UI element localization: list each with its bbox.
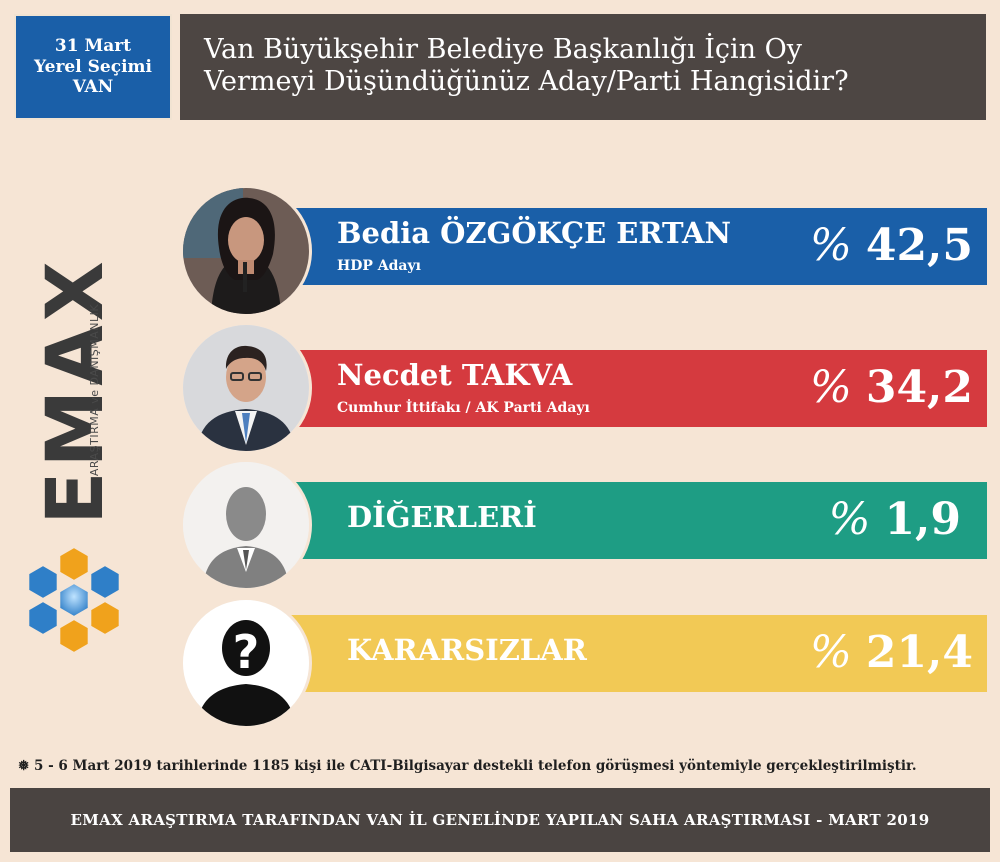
value-text: 42,5 [865, 220, 973, 271]
woman-photo-icon [180, 185, 312, 317]
hex-top-right [89, 563, 121, 601]
bar-label: KARARSIZLAR [347, 633, 587, 667]
hexagon-logo-icon [27, 545, 121, 655]
title-line-1: Van Büyükşehir Belediye Başkanlığı İçin … [204, 34, 803, 65]
election-badge: 31 Mart Yerel Seçimi VAN [14, 14, 172, 120]
data-label: % 1,9 [829, 494, 961, 545]
bar-label: DİĞERLERİ [347, 500, 537, 534]
value-text: 21,4 [865, 627, 973, 678]
silhouette-icon [180, 459, 312, 591]
data-label: % 21,4 [810, 627, 973, 678]
bar-2: Necdet TAKVA Cumhur İttifakı / AK Parti A… [255, 350, 987, 427]
hex-top-left [27, 563, 59, 601]
value-text: 1,9 [884, 494, 961, 545]
footer-text: EMAX ARAŞTIRMA TARAFINDAN VAN İL GENELİN… [70, 811, 930, 829]
percent-symbol: % [828, 494, 871, 545]
bar-subtitle: Cumhur İttifakı / AK Parti Adayı [337, 400, 590, 416]
page-title: Van Büyükşehir Belediye Başkanlığı İçin … [180, 14, 986, 120]
hex-bottom-left [27, 599, 59, 637]
bar-label: Bedia ÖZGÖKÇE ERTAN [337, 216, 732, 250]
question-silhouette-icon: ? [180, 597, 312, 729]
data-label: % 34,2 [810, 362, 973, 413]
hex-bottom [58, 617, 90, 655]
svg-text:?: ? [233, 625, 260, 679]
bar-label: Necdet TAKVA [337, 358, 573, 392]
footer-banner: EMAX ARAŞTIRMA TARAFINDAN VAN İL GENELİN… [10, 788, 990, 852]
hex-center [58, 581, 90, 619]
badge-line-2: Yerel Seçimi [34, 56, 152, 77]
badge-line-1: 31 Mart [54, 36, 132, 57]
bar-1: Bedia ÖZGÖKÇE ERTAN HDP Adayı% 42,5 [255, 208, 987, 285]
hex-bottom-right [89, 599, 121, 637]
logo-subtitle: ARAŞTIRMA ve DANIŞMANLIK [88, 303, 101, 477]
hex-top [58, 545, 90, 583]
data-label: % 42,5 [810, 220, 973, 271]
percent-symbol: % [810, 362, 852, 413]
badge-line-3: VAN [72, 77, 114, 98]
man-photo-icon [180, 322, 312, 454]
bar-4: KARARSIZLAR% 21,4 [255, 615, 987, 692]
title-line-2: Vermeyi Düşündüğünüz Aday/Parti Hangisid… [204, 66, 849, 98]
footnote: ❅ 5 - 6 Mart 2019 tarihlerinde 1185 kişi… [18, 758, 917, 774]
bar-subtitle: HDP Adayı [337, 258, 421, 274]
bar-3: DİĞERLERİ% 1,9 [255, 482, 987, 559]
percent-symbol: % [810, 220, 852, 271]
percent-symbol: % [810, 627, 852, 678]
value-text: 34,2 [865, 362, 973, 413]
